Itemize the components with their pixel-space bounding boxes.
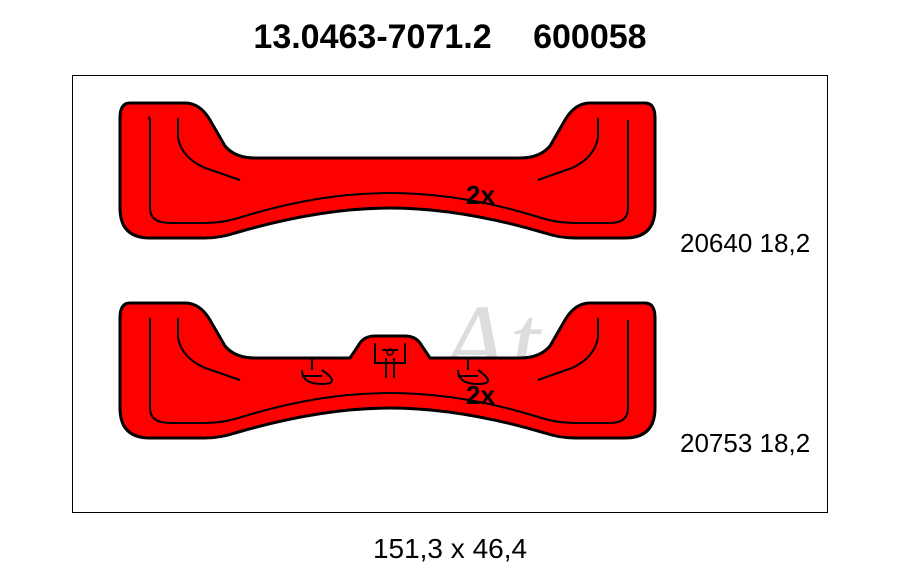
- top-pad-ref: 20640 18,2: [680, 228, 810, 259]
- top-pad-shape: [120, 103, 655, 238]
- bottom-pad-shape: [120, 303, 655, 438]
- primary-part-number: 13.0463-7071.2: [253, 18, 491, 56]
- secondary-part-number: 600058: [533, 18, 646, 56]
- dimensions-label: 151,3 x 46,4: [0, 533, 900, 565]
- top-pad-qty: 2x: [466, 180, 495, 211]
- header-part-numbers: 13.0463-7071.2 600058: [0, 18, 900, 57]
- bottom-pad-qty: 2x: [466, 380, 495, 411]
- bottom-pad-ref: 20753 18,2: [680, 428, 810, 459]
